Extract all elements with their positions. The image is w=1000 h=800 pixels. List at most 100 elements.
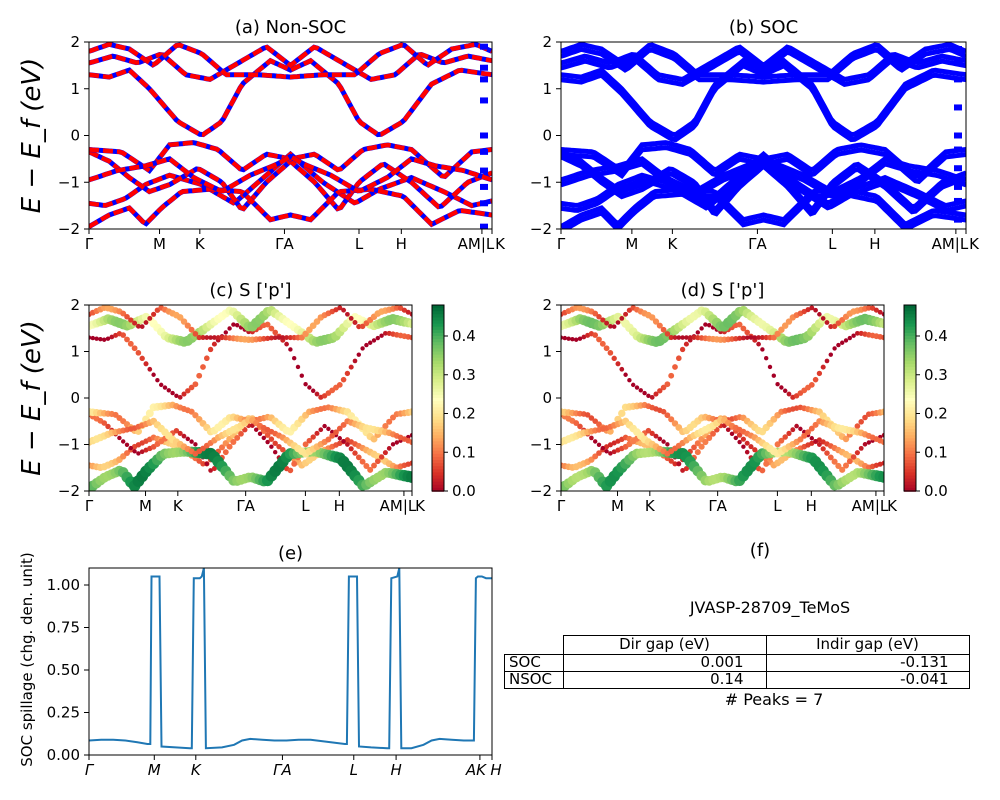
scatter-point-d-0-12 (604, 444, 610, 450)
y-tick-label-c-4: −2 (58, 482, 80, 500)
scatter-point-c-4-3 (98, 336, 103, 342)
scatter-point-c-4-55 (295, 364, 301, 370)
y-tick-label-e-3: 0.25 (47, 704, 80, 722)
scatter-point-d-1-77 (850, 454, 857, 460)
scatter-point-d-6-65 (805, 307, 811, 313)
scatter-point-d-4-39 (707, 323, 712, 328)
colorbar-seg-d-14 (904, 348, 916, 353)
scatter-point-d-6-49 (744, 335, 750, 340)
colorbar-seg-c-30 (432, 398, 444, 402)
scatter-point-d-1-4 (573, 420, 580, 426)
scatter-point-c-4-56 (299, 373, 304, 378)
scatter-point-c-6-15 (143, 320, 149, 325)
scatter-point-d-6-29 (668, 335, 674, 341)
x-tick-label-a-1: M (153, 235, 166, 253)
scatter-point-c-1-63 (326, 426, 331, 432)
colorbar-tick-label-c-3: 0.1 (452, 443, 476, 461)
scatter-point-d-5-85 (879, 318, 884, 329)
colorbar-tick-label-c-1: 0.3 (452, 366, 476, 384)
scatter-point-d-1-59 (782, 434, 788, 440)
scatter-point-c-6-49 (272, 335, 278, 341)
scatter-point-c-5-85 (407, 319, 412, 329)
scatter-point-c-1-11 (128, 445, 133, 451)
scatter-point-c-6-70 (352, 320, 358, 325)
colorbar-seg-c-38 (432, 422, 444, 427)
x-tick-label-c-3: ΓA (236, 497, 255, 515)
scatter-point-c-1-80 (390, 442, 396, 447)
colorbar-seg-c-17 (432, 357, 444, 362)
x-tick-label-d-6: AM|L (852, 497, 889, 515)
colorbar-seg-c-48 (432, 453, 444, 458)
colorbar-seg-c-49 (432, 456, 444, 461)
edge-marker-a-1 (480, 64, 488, 71)
colorbar-seg-d-18 (904, 360, 916, 365)
scatter-point-d-6-10 (596, 314, 602, 320)
scatter-point-d-4-59 (782, 388, 788, 393)
y-tick-label-b-2: 0 (542, 127, 552, 145)
scatter-point-c-4-24 (177, 394, 183, 400)
scatter-point-c-1-9 (121, 439, 126, 444)
scatter-point-c-6-31 (204, 335, 210, 340)
scatter-point-c-1-47 (265, 439, 270, 445)
colorbar-seg-c-26 (432, 385, 444, 390)
scatter-point-c-2-85 (408, 408, 412, 416)
scatter-point-d-1-85 (881, 432, 884, 438)
scatter-point-c-6-17 (151, 311, 157, 317)
colorbar-tick-label-d-4: 0.0 (924, 482, 948, 500)
colorbar-seg-d-11 (904, 339, 916, 343)
scatter-point-d-1-45 (729, 431, 735, 437)
edge-marker-b-5 (954, 146, 962, 153)
scatter-point-d-1-73 (835, 462, 842, 470)
scatter-point-c-6-28 (192, 331, 199, 337)
edge-marker-a-6 (480, 167, 488, 174)
scatter-point-d-1-61 (790, 427, 796, 433)
colorbar-seg-d-47 (904, 450, 916, 455)
scatter-point-d-1-32 (680, 468, 686, 473)
scatter-point-c-6-9 (120, 310, 127, 317)
scatter-point-d-0-30 (672, 461, 678, 467)
scatter-point-c-6-65 (333, 307, 339, 313)
colorbar-seg-d-13 (904, 345, 916, 350)
axes-frame-e (88, 567, 493, 756)
panel-title-e: (e) (278, 543, 303, 564)
x-tick-label-c-2: K (173, 497, 184, 515)
scatter-point-d-4-49 (744, 329, 750, 336)
scatter-point-d-6-53 (759, 335, 765, 341)
scatter-point-d-1-38 (702, 438, 709, 446)
scatter-point-d-4-52 (756, 341, 761, 347)
scatter-point-c-7-65 (333, 429, 339, 436)
scatter-point-c-7-64 (329, 432, 336, 439)
scatter-point-d-7-64 (801, 432, 808, 439)
scatter-point-d-2-7 (584, 412, 591, 418)
x-tick-label-e-7: H (490, 761, 501, 779)
scatter-point-c-1-61 (318, 427, 324, 433)
gap-table: Dir gap (eV) Indir gap (eV) SOC 0.001 -0… (504, 635, 970, 689)
colorbar-seg-c-22 (432, 373, 444, 378)
scatter-point-d-4-16 (619, 366, 625, 372)
x-tick-label-a-4: L (355, 235, 364, 253)
scatter-point-c-6-26 (184, 322, 191, 329)
scatter-point-c-1-66 (337, 436, 342, 441)
colorbar-seg-d-56 (904, 478, 916, 483)
scatter-point-d-4-56 (771, 373, 776, 378)
scatter-point-d-4-57 (775, 382, 780, 387)
scatter-point-c-6-51 (280, 335, 286, 340)
scatter-point-d-4-73 (836, 342, 841, 348)
scatter-point-c-1-67 (341, 439, 346, 444)
x-tick-label-d-3: ΓA (708, 497, 727, 515)
scatter-point-c-4-22 (170, 390, 175, 396)
table-corner (505, 636, 564, 655)
scatter-point-c-4-66 (336, 381, 343, 388)
scatter-point-c-1-73 (363, 463, 370, 469)
cell-soc-dir: 0.001 (562, 653, 767, 672)
scatter-point-d-0-49 (744, 440, 750, 446)
colorbar-seg-c-0 (432, 305, 444, 309)
colorbar-seg-d-1 (904, 308, 916, 312)
colorbar-seg-c-32 (432, 404, 444, 409)
scatter-point-c-2-28 (192, 412, 199, 419)
scatter-point-d-6-60 (785, 318, 793, 325)
colorbar-seg-c-27 (432, 388, 444, 393)
bands-a (89, 42, 492, 229)
scatter-point-d-6-17 (623, 311, 629, 317)
scatter-point-d-4-74 (840, 340, 845, 345)
